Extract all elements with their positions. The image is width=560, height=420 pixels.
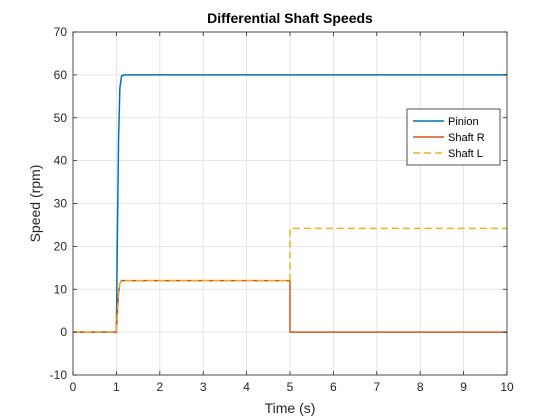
y-tick-label: -10 [50,368,68,382]
y-tick-label: 0 [60,325,67,339]
x-tick-label: 4 [243,380,250,394]
legend: Pinion Shaft R Shaft L [406,108,501,166]
legend-label: Shaft L [448,148,483,160]
y-tick-label: 40 [54,154,68,168]
x-axis-label: Time (s) [265,400,316,416]
y-tick-label: 10 [54,282,68,296]
series-line-shaft-l [73,227,507,333]
y-tick-label: 20 [54,239,68,253]
x-tick-label: 10 [500,380,514,394]
chart-title: Differential Shaft Speeds [207,10,373,26]
legend-label: Pinion [448,116,479,128]
y-axis-label: Speed (rpm) [27,165,43,243]
x-tick-label: 8 [417,380,424,394]
x-tick-label: 1 [113,380,120,394]
series-layer [73,74,507,333]
y-tick-label: 60 [54,68,68,82]
x-tick-label: 3 [200,380,207,394]
x-tick-label: 2 [156,380,163,394]
y-tick-label: 30 [54,197,68,211]
x-tick-label: 6 [330,380,337,394]
x-tick-label: 7 [373,380,380,394]
legend-label: Shaft R [448,132,485,144]
x-tick-label: 9 [460,380,467,394]
y-tick-label: 50 [54,111,68,125]
y-tick-label: 70 [54,25,68,39]
x-tick-label: 0 [70,380,77,394]
x-tick-label: 5 [287,380,294,394]
